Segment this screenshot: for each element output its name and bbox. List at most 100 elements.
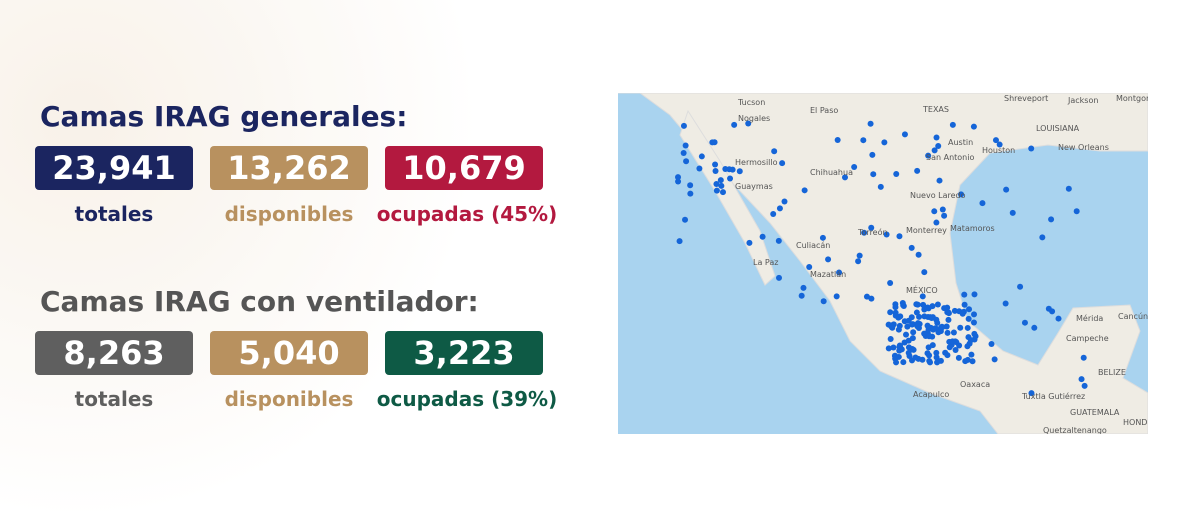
dot (1028, 145, 1035, 152)
dot (933, 219, 940, 226)
stat-label: ocupadas (39%) (376, 387, 558, 411)
dot (904, 323, 911, 330)
dot (945, 316, 952, 323)
map-label: El Paso (810, 106, 838, 115)
land (618, 93, 1148, 434)
dot (713, 181, 720, 188)
dot (931, 208, 938, 215)
dot (934, 301, 941, 308)
dot (957, 324, 964, 331)
dot (1028, 390, 1035, 397)
map-label: Monterrey (906, 226, 947, 235)
dot (1078, 376, 1085, 383)
dot (931, 147, 938, 154)
dot (903, 331, 910, 338)
dot (944, 329, 951, 336)
dot (819, 234, 826, 241)
dot (776, 205, 783, 212)
stat-box: 13,262 (210, 146, 368, 190)
dot (675, 178, 682, 185)
dot (955, 354, 962, 361)
dot (833, 293, 840, 300)
stat-label: ocupadas (45%) (376, 202, 558, 226)
dot (881, 139, 888, 146)
dot (877, 183, 884, 190)
dot (825, 256, 832, 263)
stat-label: disponibles (224, 387, 354, 411)
map-label: New Orleans (1058, 143, 1109, 152)
dot (933, 354, 940, 361)
dot (924, 304, 931, 311)
map-label: Austin (948, 138, 973, 147)
dot (939, 206, 946, 213)
dot (781, 198, 788, 205)
stat-box: 8,263 (35, 331, 193, 375)
map-label: GUATEMALA (1070, 408, 1120, 417)
dot (1002, 300, 1009, 307)
dot (979, 200, 986, 207)
dot (892, 312, 899, 319)
map-label: Chihuahua (810, 168, 853, 177)
dot (897, 313, 904, 320)
dot (1081, 382, 1088, 389)
dot (909, 335, 916, 342)
dot (896, 233, 903, 240)
dot (1073, 208, 1080, 215)
dot (971, 330, 978, 337)
dot (676, 238, 683, 245)
dot (964, 356, 971, 363)
map-label: Houston (982, 146, 1015, 155)
dot (841, 174, 848, 181)
dot (1021, 319, 1028, 326)
dot (727, 175, 734, 182)
dot (941, 305, 948, 312)
stat-box: 23,941 (35, 146, 193, 190)
dot (1080, 354, 1087, 361)
dot (945, 310, 952, 317)
dot (696, 165, 703, 172)
dot (680, 122, 687, 129)
map-label: Culiacán (796, 241, 830, 250)
dot (933, 134, 940, 141)
dot (937, 357, 944, 364)
dot (919, 356, 926, 363)
dot (1065, 185, 1072, 192)
dot (920, 301, 927, 308)
dot (680, 150, 687, 157)
dot (870, 171, 877, 178)
dot (905, 344, 912, 351)
dot (887, 309, 894, 316)
dot (929, 342, 936, 349)
map-label: La Paz (753, 258, 778, 267)
dot (969, 358, 976, 365)
map-label: Torreón (857, 227, 888, 237)
dot (856, 252, 863, 259)
dot (800, 284, 807, 291)
dot (860, 137, 867, 144)
dot (943, 323, 950, 330)
dot (964, 324, 971, 331)
dot (942, 349, 949, 356)
dot (956, 342, 963, 349)
dot (914, 167, 921, 174)
dot (801, 187, 808, 194)
dot (908, 244, 915, 251)
dot (961, 291, 968, 298)
dot (965, 315, 972, 322)
dot (933, 349, 940, 356)
dot (970, 319, 977, 326)
dot (914, 323, 921, 330)
dot (893, 359, 900, 366)
dot (896, 322, 903, 329)
dot (885, 345, 892, 352)
dot (971, 336, 978, 343)
map-label: Acapulco (913, 390, 949, 399)
dot (941, 212, 948, 219)
dot (896, 342, 903, 349)
dot (867, 120, 874, 127)
dot (883, 231, 890, 238)
dot (834, 137, 841, 144)
dot (1017, 283, 1024, 290)
dot (913, 309, 920, 316)
dot (959, 310, 966, 317)
